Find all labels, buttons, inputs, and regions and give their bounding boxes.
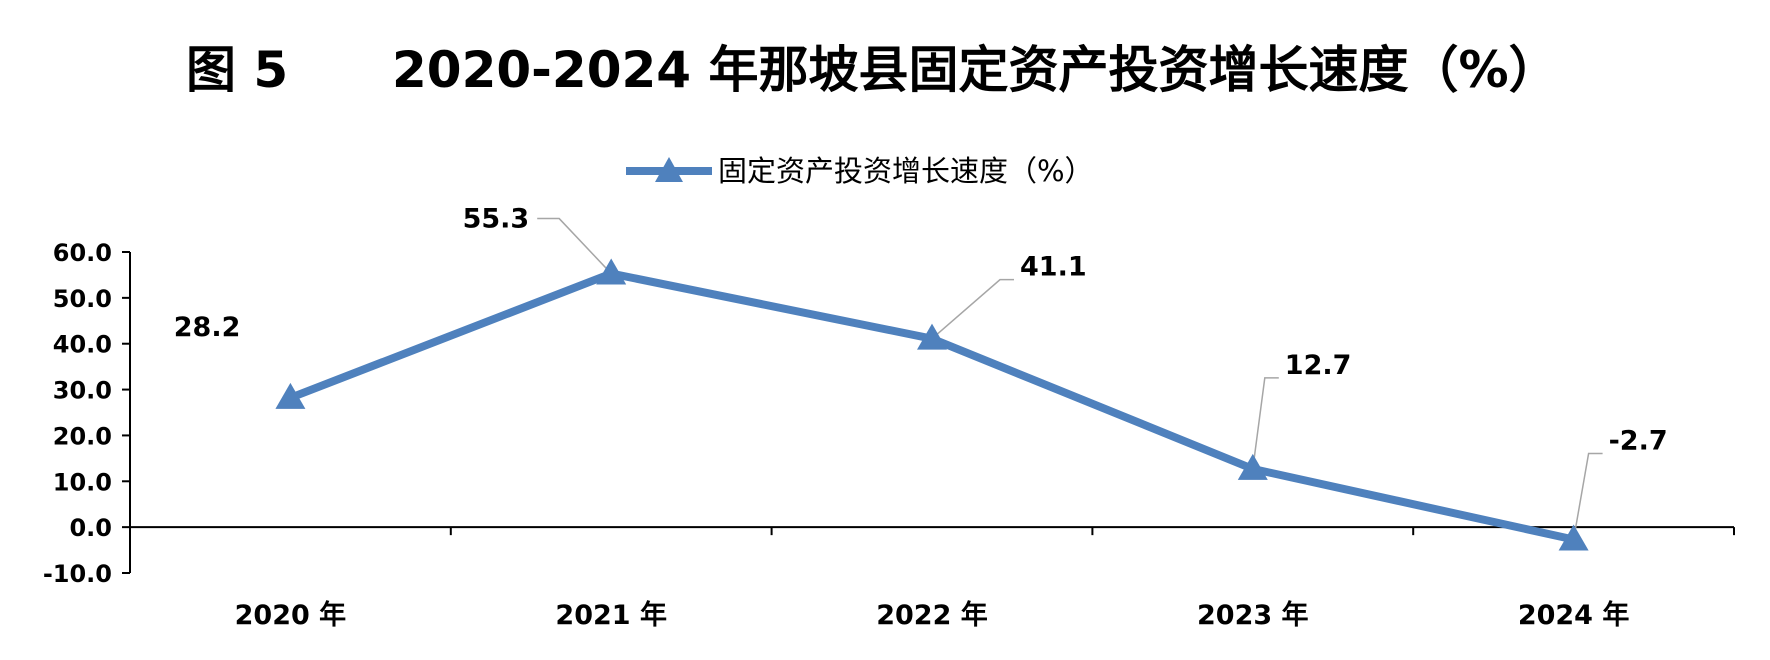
data-label-leader-line [1572,452,1603,540]
legend-marker-triangle-icon [655,157,683,182]
y-tick-label: 20.0 [53,422,112,450]
y-tick-label: 0.0 [69,514,112,542]
x-tick-label: 2021 年 [555,599,667,631]
figure-number: 图 5 [186,41,289,99]
chart-title: 2020-2024 年那坡县固定资产投资增长速度（%） [392,41,1559,99]
y-tick-label: 10.0 [53,468,112,496]
data-label: 41.1 [1020,252,1087,283]
data-label-leader-line [537,217,612,275]
x-tick-label: 2023 年 [1197,599,1309,631]
y-tick-label: 50.0 [53,285,112,313]
data-point-triangle-icon [1237,453,1268,480]
legend: 固定资产投资增长速度（%） [626,154,1094,188]
y-tick-label: 60.0 [53,239,112,267]
y-tick-label: 30.0 [53,377,112,405]
data-point-triangle-icon [917,323,947,350]
x-tick-label: 2022 年 [876,599,988,631]
y-tick-label: 40.0 [53,331,112,359]
data-point-triangle-icon [275,382,306,409]
x-tick-label: 2020 年 [235,599,347,631]
y-tick-label: -10.0 [43,560,112,588]
figure-title: 图 5 2020-2024 年那坡县固定资产投资增长速度（%） [0,30,1770,110]
data-label-leader-line [931,278,1014,340]
data-point-triangle-icon [1558,524,1589,551]
series-line [286,269,1578,544]
data-point-triangle-icon [596,258,627,285]
data-label: 28.2 [174,312,241,343]
data-label-leader-line [1252,377,1279,470]
data-label: 55.3 [463,204,530,235]
legend-label: 固定资产投资增长速度（%） [718,154,1094,188]
data-label: -2.7 [1609,426,1668,457]
x-tick-label: 2024 年 [1518,599,1630,631]
data-label: 12.7 [1285,350,1352,381]
